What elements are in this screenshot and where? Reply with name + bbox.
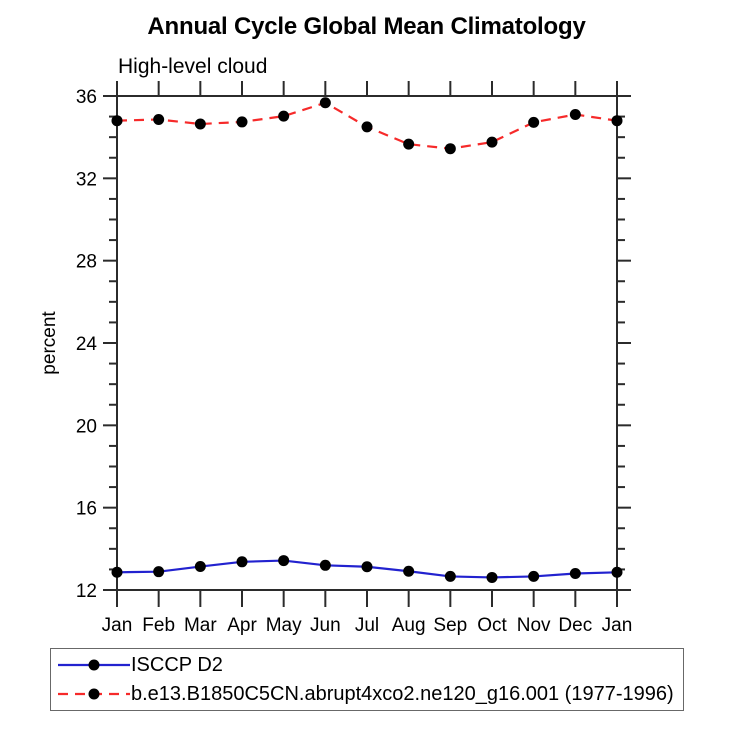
y-axis-label: percent <box>39 311 60 375</box>
data-point-s0 <box>569 568 581 580</box>
legend-item: b.e13.B1850C5CN.abrupt4xco2.ne120_g16.00… <box>57 680 683 709</box>
x-tick-label: Nov <box>517 615 551 636</box>
x-tick-label: Apr <box>227 615 257 636</box>
x-tick-label: Feb <box>142 615 175 636</box>
chart-title: Annual Cycle Global Mean Climatology <box>147 13 586 40</box>
plot-frame <box>116 95 618 591</box>
legend-item: ISCCP D2 <box>57 651 683 680</box>
data-point-s0 <box>153 566 165 578</box>
x-tick-label: Jan <box>602 615 633 636</box>
data-point-s0 <box>361 561 373 573</box>
x-tick-label: Sep <box>433 615 467 636</box>
data-point-s1 <box>319 97 331 109</box>
plot-area: percent Jan Feb Mar Apr May Jun Jul Aug Sep Oct No… <box>39 81 633 636</box>
x-tick-label: Jun <box>310 615 341 636</box>
y-tick-label: 32 <box>76 169 97 190</box>
data-point-s0 <box>319 559 331 571</box>
legend-label: b.e13.B1850C5CN.abrupt4xco2.ne120_g16.00… <box>131 683 674 705</box>
legend-label: ISCCP D2 <box>131 654 223 676</box>
legend-marker-icon <box>88 659 100 671</box>
x-tick-label: May <box>266 615 302 636</box>
data-point-s1 <box>444 143 456 155</box>
data-point-s0 <box>528 570 540 582</box>
y-tick-label: 24 <box>76 334 98 355</box>
data-point-s1 <box>611 115 623 127</box>
y-tick-label: 16 <box>76 499 97 520</box>
x-tick-label: Jul <box>355 615 379 636</box>
data-point-s0 <box>403 565 415 577</box>
data-point-s0 <box>444 570 456 582</box>
y-tick-label: 12 <box>76 581 97 602</box>
data-point-s0 <box>111 566 123 578</box>
data-point-s1 <box>361 121 373 133</box>
x-tick-label: Mar <box>184 615 217 636</box>
data-point-s1 <box>569 109 581 121</box>
data-point-s1 <box>236 116 248 128</box>
x-tick-label: Aug <box>392 615 426 636</box>
data-point-s1 <box>153 113 165 125</box>
data-point-s1 <box>194 118 206 130</box>
x-tick-label: Jan <box>102 615 133 636</box>
data-point-s0 <box>486 571 498 583</box>
legend: ISCCP D2 b.e13.B1850C5CN.abrupt4xco2.ne1… <box>50 648 684 711</box>
data-point-s1 <box>403 138 415 150</box>
legend-line-sample-solid <box>58 659 130 671</box>
chart-subtitle: High-level cloud <box>118 55 268 78</box>
data-point-s1 <box>278 110 290 122</box>
data-point-s1 <box>486 136 498 148</box>
data-point-s1 <box>111 115 123 127</box>
data-point-s0 <box>611 566 623 578</box>
data-point-s0 <box>278 555 290 567</box>
x-tick-label: Dec <box>558 615 592 636</box>
y-tick-label: 28 <box>76 252 97 273</box>
legend-line-sample-dashed <box>58 688 130 700</box>
data-point-s1 <box>528 116 540 128</box>
y-tick-label: 20 <box>76 416 97 437</box>
data-point-s0 <box>194 561 206 573</box>
x-tick-label: Oct <box>477 615 507 636</box>
data-point-s0 <box>236 556 248 568</box>
legend-marker-icon <box>88 688 100 700</box>
y-tick-label: 36 <box>76 87 97 108</box>
